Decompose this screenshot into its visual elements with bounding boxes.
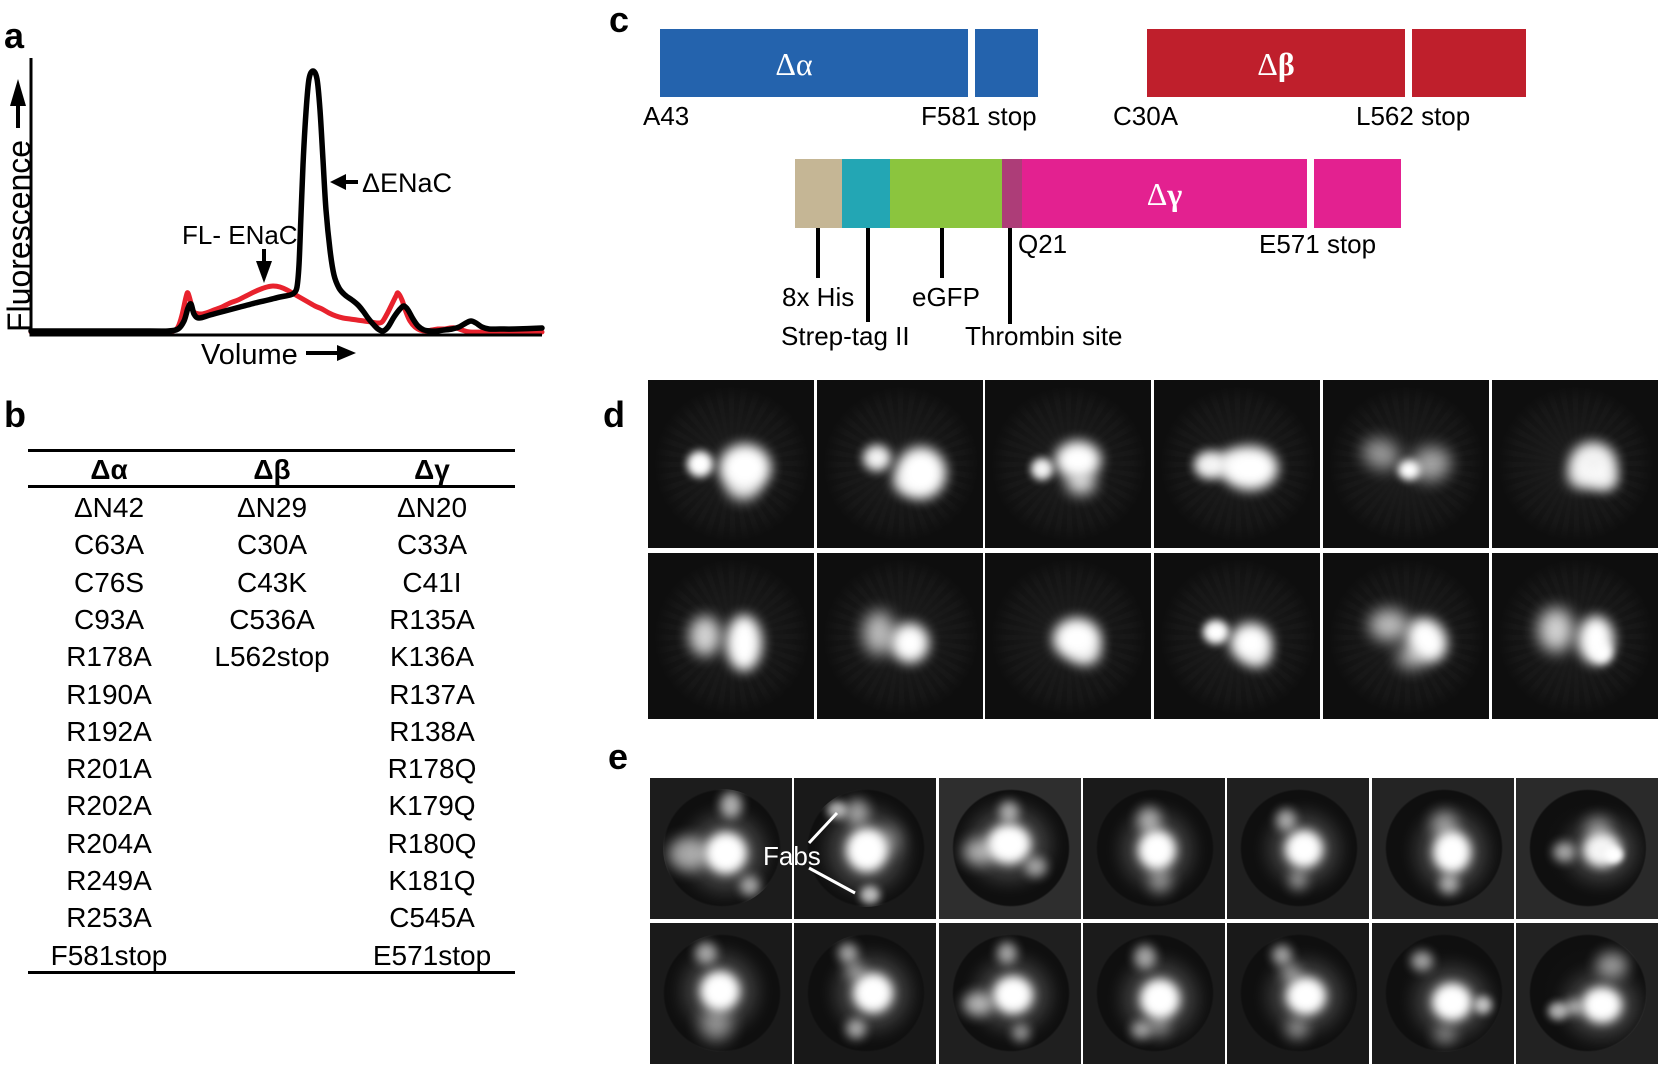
svg-text:Fabs: Fabs [763,841,821,871]
